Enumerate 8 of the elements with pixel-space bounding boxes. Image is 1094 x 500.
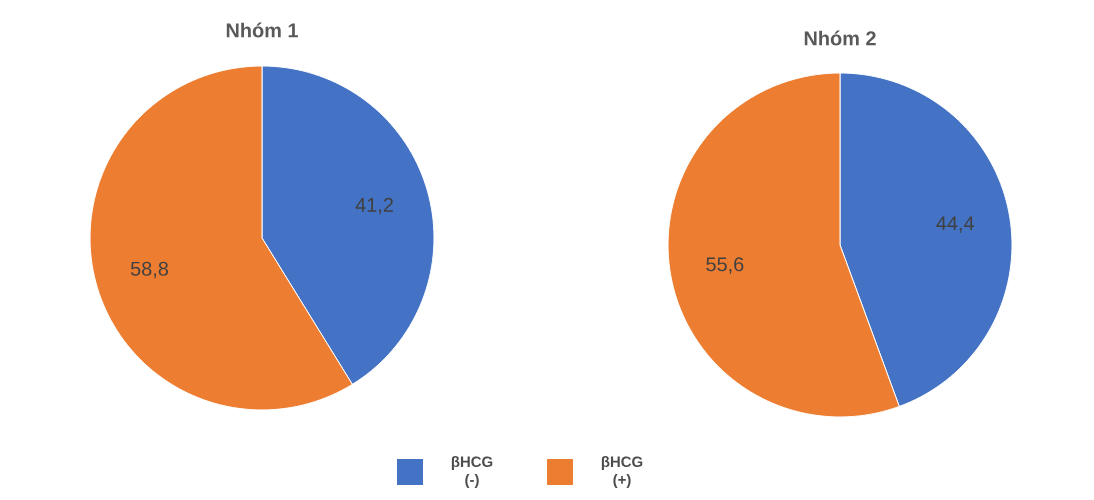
data-label: 44,4 — [936, 216, 974, 233]
data-label: 41,2 — [355, 197, 393, 215]
chart-title: Nhóm 1 — [226, 22, 298, 38]
legend-label: βHCG (+) — [601, 456, 643, 488]
data-label: 55,6 — [706, 257, 744, 274]
data-label: 58,8 — [130, 261, 169, 279]
chart-title: Nhóm 2 — [804, 30, 876, 46]
legend-label: βHCG (-) — [451, 456, 493, 488]
